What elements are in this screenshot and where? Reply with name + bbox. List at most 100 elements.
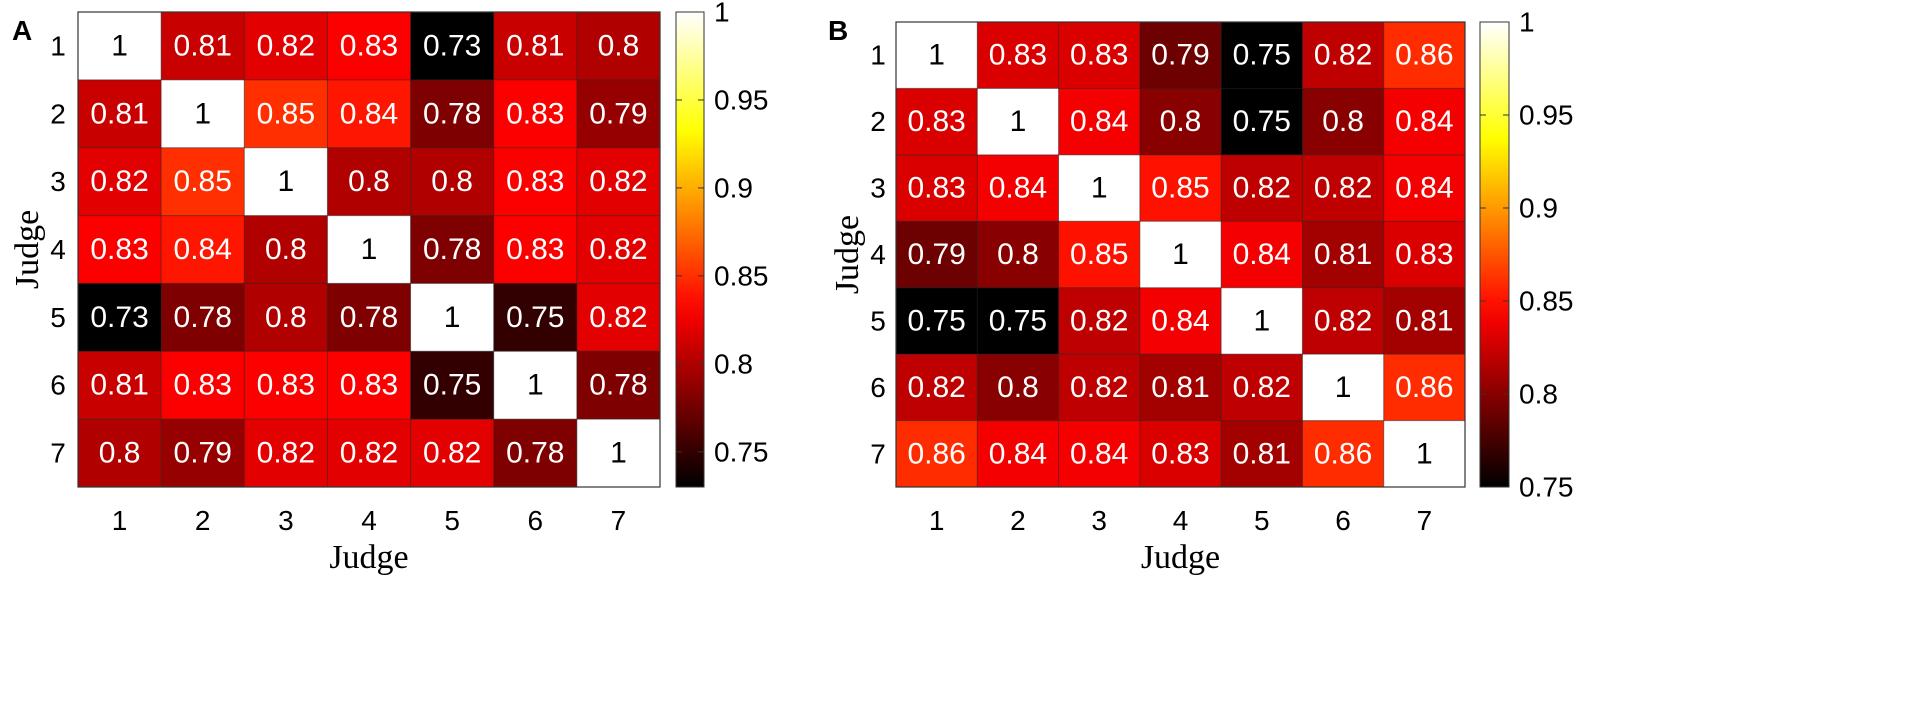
heatmap-cell bbox=[493, 419, 578, 488]
heatmap-cell bbox=[1058, 354, 1141, 421]
y-tick-label: 5 bbox=[50, 302, 66, 333]
cell-value-label: 0.82 bbox=[257, 29, 315, 62]
cell-value-label: 0.84 bbox=[1233, 238, 1291, 271]
cell-value-label: 0.83 bbox=[989, 39, 1047, 72]
heatmap-cell bbox=[1302, 420, 1385, 488]
heatmap-cell bbox=[327, 12, 411, 81]
colorbar-tick-label: 0.75 bbox=[1519, 472, 1574, 503]
heatmap-cell bbox=[576, 283, 661, 352]
cell-value-label: 0.82 bbox=[1070, 304, 1128, 337]
colorbar-tick-label: 0.95 bbox=[1519, 100, 1574, 131]
cell-value-label: 0.78 bbox=[506, 437, 564, 470]
heatmap-cell bbox=[896, 221, 978, 289]
heatmap-cell bbox=[327, 215, 411, 284]
heatmap-cell bbox=[1383, 287, 1466, 355]
colorbar bbox=[1479, 21, 1510, 488]
heatmap-panel-b: B 1 0.83 0.83 0.79 0.75 0.82 0.86 0.83 1 0.84 0.8 0.… bbox=[828, 7, 1574, 577]
heatmap-cell bbox=[1139, 221, 1222, 289]
y-tick-label: 3 bbox=[50, 166, 66, 197]
cell-value-label: 0.79 bbox=[589, 97, 647, 130]
cell-value-label: 0.82 bbox=[589, 233, 647, 266]
cell-value-label: 0.82 bbox=[1314, 304, 1372, 337]
heatmap-cell bbox=[1221, 154, 1303, 222]
heatmap-cell bbox=[1383, 354, 1466, 421]
cell-value-label: 0.75 bbox=[907, 304, 965, 337]
heatmap-cell bbox=[1302, 354, 1385, 421]
colorbar-tick-label: 0.95 bbox=[714, 84, 769, 115]
heatmap-cell bbox=[1058, 22, 1141, 89]
cell-value-label: 1 bbox=[527, 369, 544, 402]
heatmap-cell bbox=[78, 147, 162, 216]
heatmap-cell bbox=[493, 12, 578, 81]
panel-letter: B bbox=[828, 15, 848, 46]
cell-value-label: 0.75 bbox=[506, 301, 564, 334]
heatmap-cell bbox=[977, 354, 1059, 421]
heatmap-cell bbox=[78, 79, 162, 149]
cell-value-label: 0.82 bbox=[340, 437, 398, 470]
cell-value-label: 0.81 bbox=[90, 97, 148, 130]
cell-value-label: 0.83 bbox=[907, 105, 965, 138]
cell-value-label: 0.85 bbox=[174, 165, 232, 198]
cell-value-label: 1 bbox=[194, 97, 211, 130]
cell-value-label: 0.79 bbox=[174, 437, 232, 470]
heatmap-cell bbox=[410, 351, 495, 420]
cell-value-label: 0.82 bbox=[907, 371, 965, 404]
y-tick-label: 5 bbox=[870, 305, 886, 336]
cell-value-label: 0.82 bbox=[1070, 371, 1128, 404]
cell-value-label: 0.81 bbox=[1151, 371, 1209, 404]
cell-value-label: 0.81 bbox=[1314, 238, 1372, 271]
cell-value-label: 0.73 bbox=[90, 301, 148, 334]
x-tick-label: 3 bbox=[278, 505, 294, 536]
cell-value-label: 0.84 bbox=[989, 172, 1047, 205]
cell-value-label: 0.84 bbox=[989, 437, 1047, 470]
cell-value-label: 1 bbox=[1335, 371, 1352, 404]
heatmap-cell bbox=[896, 354, 978, 421]
heatmap-cell bbox=[1058, 88, 1141, 156]
heatmap-cell bbox=[161, 215, 245, 284]
heatmap-cell bbox=[493, 215, 578, 284]
y-tick-label: 4 bbox=[870, 239, 886, 270]
cell-value-label: 0.86 bbox=[907, 437, 965, 470]
cell-value-label: 0.83 bbox=[1395, 238, 1453, 271]
heatmap-cell bbox=[410, 419, 495, 488]
cell-value-label: 0.78 bbox=[423, 233, 481, 266]
heatmap-cell bbox=[1221, 420, 1303, 488]
heatmap-cell bbox=[1139, 420, 1222, 488]
y-tick-label: 7 bbox=[870, 438, 886, 469]
heatmap-cell bbox=[576, 79, 661, 149]
heatmap-cell bbox=[410, 215, 495, 284]
cell-value-label: 0.78 bbox=[423, 97, 481, 130]
cell-value-label: 0.73 bbox=[423, 29, 481, 62]
cell-value-label: 1 bbox=[1253, 304, 1270, 337]
x-tick-label: 1 bbox=[929, 505, 945, 536]
cell-value-label: 1 bbox=[111, 29, 128, 62]
heatmap-cell bbox=[327, 419, 411, 488]
heatmap-cell bbox=[78, 351, 162, 420]
cell-value-label: 0.83 bbox=[257, 369, 315, 402]
cell-value-label: 0.8 bbox=[997, 238, 1039, 271]
colorbar-tick-label: 0.9 bbox=[714, 172, 753, 203]
heatmap-panel-a: A 1 0.81 0.82 0.83 0.73 0.81 0.80.81 1 0.85 0.84 0.… bbox=[9, 0, 769, 576]
cell-value-label: 0.81 bbox=[1395, 304, 1453, 337]
cell-value-label: 0.83 bbox=[506, 97, 564, 130]
heatmap-cell bbox=[161, 147, 245, 216]
x-tick-label: 6 bbox=[527, 505, 543, 536]
x-tick-label: 7 bbox=[1417, 505, 1433, 536]
heatmap-cell bbox=[327, 283, 411, 352]
x-tick-label: 6 bbox=[1335, 505, 1351, 536]
y-tick-label: 6 bbox=[870, 372, 886, 403]
heatmap-cell bbox=[1058, 420, 1141, 488]
cell-value-label: 0.83 bbox=[1151, 437, 1209, 470]
cell-value-label: 0.81 bbox=[90, 369, 148, 402]
cell-value-label: 0.79 bbox=[907, 238, 965, 271]
heatmap-cell bbox=[244, 351, 328, 420]
x-tick-label: 5 bbox=[1254, 505, 1270, 536]
colorbar-tick-label: 0.75 bbox=[714, 436, 769, 467]
colorbar-tick-label: 0.9 bbox=[1519, 193, 1558, 224]
cell-value-label: 0.8 bbox=[348, 165, 390, 198]
x-tick-label: 4 bbox=[361, 505, 377, 536]
colorbar-tick-label: 0.85 bbox=[1519, 286, 1574, 317]
heatmap-cell bbox=[1383, 420, 1466, 488]
cell-value-label: 0.84 bbox=[1070, 437, 1128, 470]
